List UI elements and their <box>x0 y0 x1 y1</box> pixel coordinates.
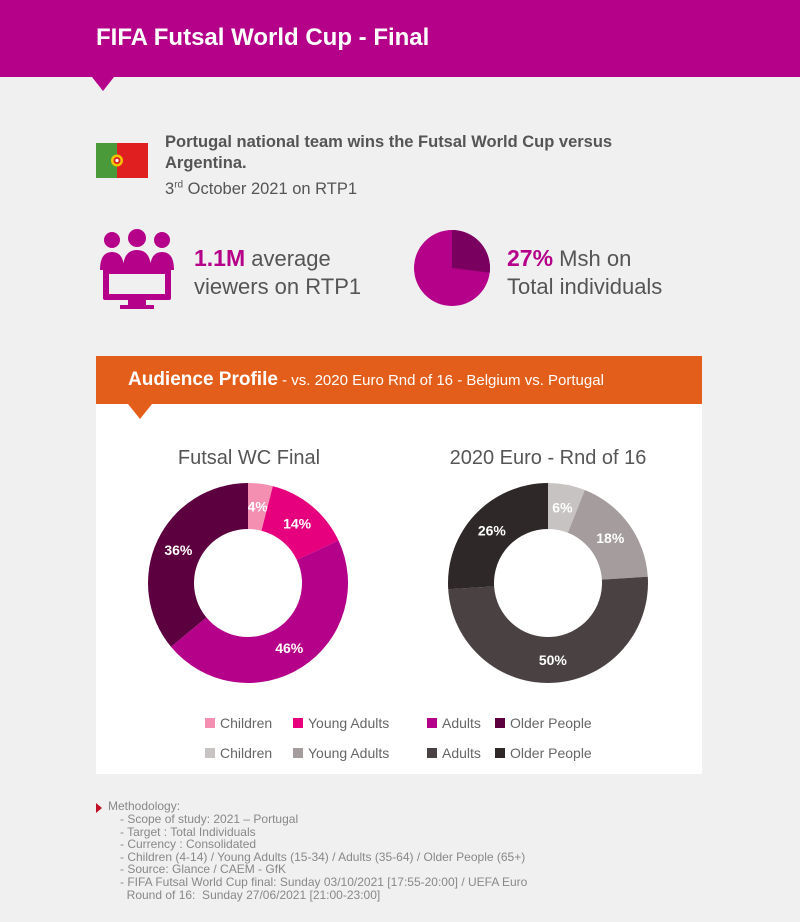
viewers-stat: 1.1M average viewers on RTP1 <box>194 244 361 301</box>
methodology-item: - Children (4-14) / Young Adults (15-34)… <box>120 849 526 864</box>
share-stat: 27% Msh on Total individuals <box>507 244 662 301</box>
legend-swatch <box>495 748 505 758</box>
header-pointer <box>92 77 114 91</box>
news-date-suffix: rd <box>174 179 184 190</box>
share-text-1: Msh on <box>553 246 632 271</box>
donut-slice-young-adults <box>261 486 339 561</box>
methodology-item: - Currency : Consolidated <box>120 837 257 852</box>
donut-label-older-people: 36% <box>164 542 193 558</box>
share-value: 27% <box>507 245 554 271</box>
audience-tv-icon <box>100 229 174 309</box>
methodology-item: - Target : Total Individuals <box>120 824 256 839</box>
legend-label: Adults <box>442 745 481 761</box>
chart-title-euro: 2020 Euro - Rnd of 16 <box>449 447 647 469</box>
legend-label: Young Adults <box>308 745 390 761</box>
donut-slice-adults <box>448 576 648 683</box>
legend-item-young-adults: Young Adults <box>293 745 389 761</box>
legend-item-young-adults: Young Adults <box>293 715 389 731</box>
page-title: FIFA Futsal World Cup - Final <box>96 24 430 51</box>
legend-swatch <box>293 748 303 758</box>
legend-item-adults: Adults <box>427 715 481 731</box>
methodology-item: - Source: Glance / CAEM - GfK <box>120 862 287 877</box>
legend-swatch <box>495 718 505 728</box>
viewers-text-2: viewers on RTP1 <box>194 274 362 299</box>
legend-item-older-people: Older People <box>495 715 592 731</box>
donut-label-adults: 50% <box>539 652 568 668</box>
legend-swatch <box>205 718 215 728</box>
donut-slice-children <box>548 483 585 533</box>
legend-label: Older People <box>510 715 592 731</box>
donut-label-children: 4% <box>248 499 269 515</box>
news-headline: Portugal national team wins the Futsal W… <box>165 133 613 172</box>
news-headline-block: Portugal national team wins the Futsal W… <box>165 132 635 200</box>
legend-label: Children <box>220 715 273 731</box>
donut-slice-older-people <box>148 483 248 647</box>
methodology-list: - Scope of study: 2021 – Portugal - Targ… <box>120 813 680 901</box>
portugal-flag-icon <box>96 143 148 178</box>
panel-pointer <box>128 404 152 419</box>
page-header: FIFA Futsal World Cup - Final <box>0 0 800 77</box>
methodology-bullet-icon <box>96 803 102 813</box>
panel-subtitle: - vs. 2020 Euro Rnd of 16 - Belgium vs. … <box>277 372 604 389</box>
news-date-rest: October 2021 on RTP1 <box>183 179 358 198</box>
news-date: 3rd October 2021 on RTP1 <box>165 179 358 198</box>
legend-item-children: Children <box>205 715 272 731</box>
legend-swatch <box>205 748 215 758</box>
donut-chart-euro: 6% 18% 50% 26% <box>448 483 648 683</box>
donut-slice-children <box>248 483 273 531</box>
donut-slice-young-adults <box>567 490 648 580</box>
legend-swatch <box>293 718 303 728</box>
share-pie-icon-slice <box>452 230 490 273</box>
news-date-day: 3 <box>165 179 175 198</box>
legend-swatch <box>427 718 437 728</box>
viewers-value: 1.1M <box>194 245 246 271</box>
legend-item-older-people: Older People <box>495 745 592 761</box>
legend-label: Adults <box>442 715 481 731</box>
methodology-item: Round of 16: Sunday 27/06/2021 [21:00-23… <box>120 887 381 902</box>
legend-swatch <box>427 748 437 758</box>
donut-label-young-adults: 14% <box>283 516 312 532</box>
donut-label-children: 6% <box>552 499 573 515</box>
share-pie-icon <box>414 230 490 306</box>
donut-slice-older-people <box>448 483 548 590</box>
audience-profile-header: Audience Profile - vs. 2020 Euro Rnd of … <box>96 356 702 404</box>
legend-futsal: Children Young Adults Adults Older People <box>205 715 625 735</box>
chart-title-futsal: Futsal WC Final <box>177 447 321 469</box>
methodology-item: - Scope of study: 2021 – Portugal <box>120 812 299 826</box>
donut-label-adults: 46% <box>275 640 304 656</box>
donut-label-young-adults: 18% <box>596 530 625 546</box>
viewers-text-1: average <box>245 246 331 271</box>
donut-chart-futsal: 4% 14% 46% 36% <box>148 483 348 683</box>
panel-title-line: Audience Profile - vs. 2020 Euro Rnd of … <box>128 369 604 391</box>
legend-euro: Children Young Adults Adults Older People <box>205 745 625 765</box>
donut-label-older-people: 26% <box>478 522 507 538</box>
donut-slice-adults <box>170 540 348 683</box>
legend-item-adults: Adults <box>427 745 481 761</box>
legend-label: Older People <box>510 745 592 761</box>
methodology-item: - FIFA Futsal World Cup final: Sunday 03… <box>120 874 528 889</box>
panel-title: Audience Profile <box>128 369 278 390</box>
legend-label: Children <box>220 745 273 761</box>
methodology-title: Methodology: <box>108 799 181 813</box>
share-text-2: Total individuals <box>507 274 663 299</box>
legend-label: Young Adults <box>308 715 390 731</box>
legend-item-children: Children <box>205 745 272 761</box>
